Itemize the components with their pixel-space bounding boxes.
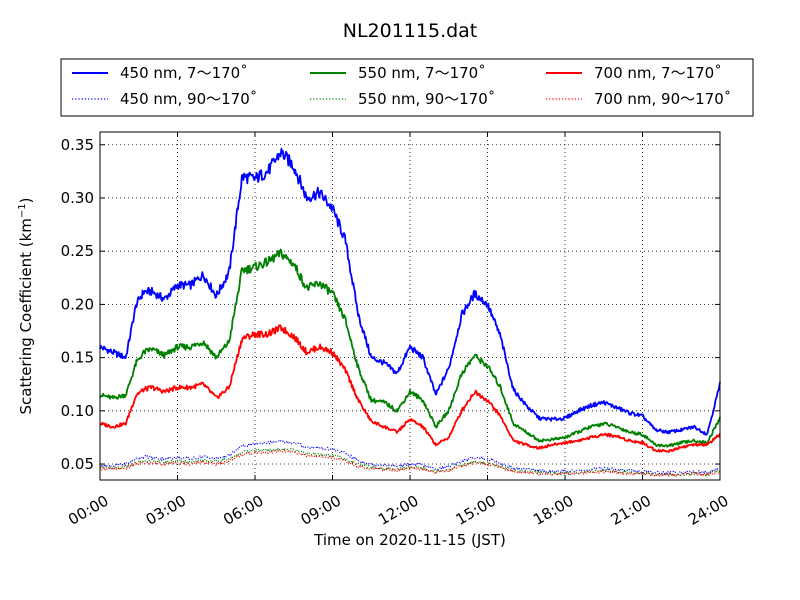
x-tick-label: 03:00 [143, 492, 189, 529]
series-line [99, 324, 721, 453]
series-line [99, 447, 721, 477]
legend-label: 550 nm, 7～170˚ [358, 64, 486, 82]
series-line [99, 248, 721, 448]
x-tick-label: 24:00 [685, 492, 731, 529]
y-tick-label: 0.25 [61, 242, 94, 260]
y-tick-label: 0.10 [61, 402, 94, 420]
x-tick-label: 06:00 [220, 492, 266, 529]
x-tick-label: 18:00 [530, 492, 576, 529]
y-axis-label-sup: −1 [17, 203, 28, 218]
x-tick-label: 00:00 [65, 492, 111, 529]
legend: 450 nm, 7～170˚ 550 nm, 7～170˚ 700 nm, 7～17… [60, 58, 754, 117]
x-tick-label: 12:00 [375, 492, 421, 529]
y-tick-label: 0.35 [61, 136, 94, 154]
legend-label: 450 nm, 7～170˚ [120, 64, 248, 82]
y-axis-label: Scattering Coefficient (km−1) [17, 197, 35, 414]
legend-label: 700 nm, 90～170˚ [594, 90, 731, 108]
x-tick-label: 15:00 [453, 492, 499, 529]
series-line [99, 147, 721, 436]
legend-frame [60, 58, 754, 117]
x-axis-label: Time on 2020-11-15 (JST) [313, 531, 506, 549]
chart-title: NL201115.dat [343, 20, 478, 42]
x-tick-label: 21:00 [608, 492, 654, 529]
y-axis-label-main: Scattering Coefficient (km [17, 218, 35, 414]
y-tick-label: 0.20 [61, 295, 94, 313]
legend-label: 700 nm, 7～170˚ [594, 64, 722, 82]
legend-label: 550 nm, 90～170˚ [358, 90, 495, 108]
legend-label: 450 nm, 90～170˚ [120, 90, 257, 108]
x-tick-label: 09:00 [298, 492, 344, 529]
y-axis-label-end: ) [17, 197, 35, 203]
y-tick-label: 0.05 [61, 455, 94, 473]
y-tick-label: 0.15 [61, 349, 94, 367]
y-tick-label: 0.30 [61, 189, 94, 207]
